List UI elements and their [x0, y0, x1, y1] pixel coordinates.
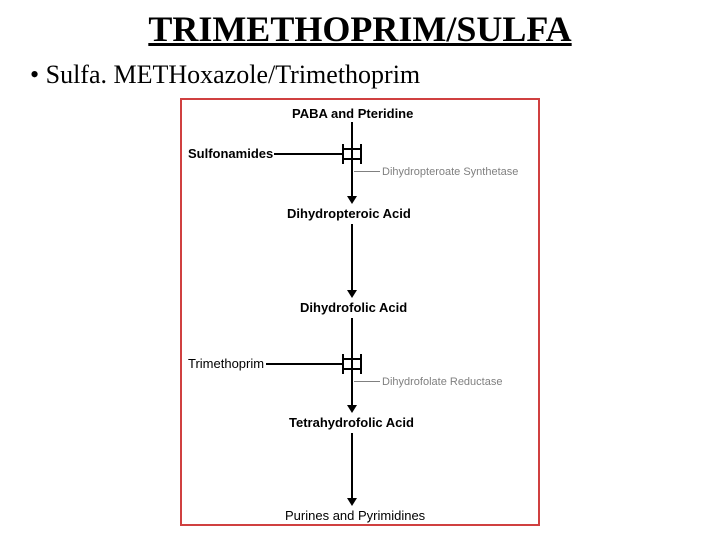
- arrow-4: [351, 433, 353, 498]
- trim-bar1: [342, 354, 344, 374]
- node-tetrahydrofolic: Tetrahydrofolic Acid: [289, 415, 414, 430]
- trim-bar-bot: [342, 368, 362, 370]
- sulf-bar-bot: [342, 158, 362, 160]
- page-title: TRIMETHOPRIM/SULFA: [0, 0, 720, 50]
- sulf-bar-top: [342, 148, 362, 150]
- bullet-text: • Sulfa. METHoxazole/Trimethoprim: [0, 50, 720, 90]
- trim-line: [266, 363, 342, 365]
- arrow-3-head: [347, 405, 357, 413]
- arrow-2: [351, 224, 353, 290]
- node-dihydrofolic: Dihydrofolic Acid: [300, 300, 407, 315]
- sulf-line: [274, 153, 342, 155]
- trim-bar2: [360, 354, 362, 374]
- inhibitor-sulfonamides: Sulfonamides: [188, 146, 273, 161]
- enz2-line: [354, 381, 380, 382]
- arrow-3: [351, 318, 353, 405]
- enzyme-reductase: Dihydrofolate Reductase: [382, 376, 502, 388]
- trim-bar-top: [342, 358, 362, 360]
- arrow-1-head: [347, 196, 357, 204]
- node-dihydropteroic: Dihydropteroic Acid: [287, 206, 411, 221]
- node-paba: PABA and Pteridine: [292, 106, 413, 121]
- inhibitor-trimethoprim: Trimethoprim: [188, 356, 264, 371]
- enzyme-synthetase: Dihydropteroate Synthetase: [382, 166, 518, 178]
- pathway-diagram: PABA and Pteridine Dihydropteroic Acid D…: [180, 98, 540, 526]
- arrow-4-head: [347, 498, 357, 506]
- sulf-bar1: [342, 144, 344, 164]
- node-purines: Purines and Pyrimidines: [285, 508, 425, 523]
- enz1-line: [354, 171, 380, 172]
- sulf-bar2: [360, 144, 362, 164]
- arrow-2-head: [347, 290, 357, 298]
